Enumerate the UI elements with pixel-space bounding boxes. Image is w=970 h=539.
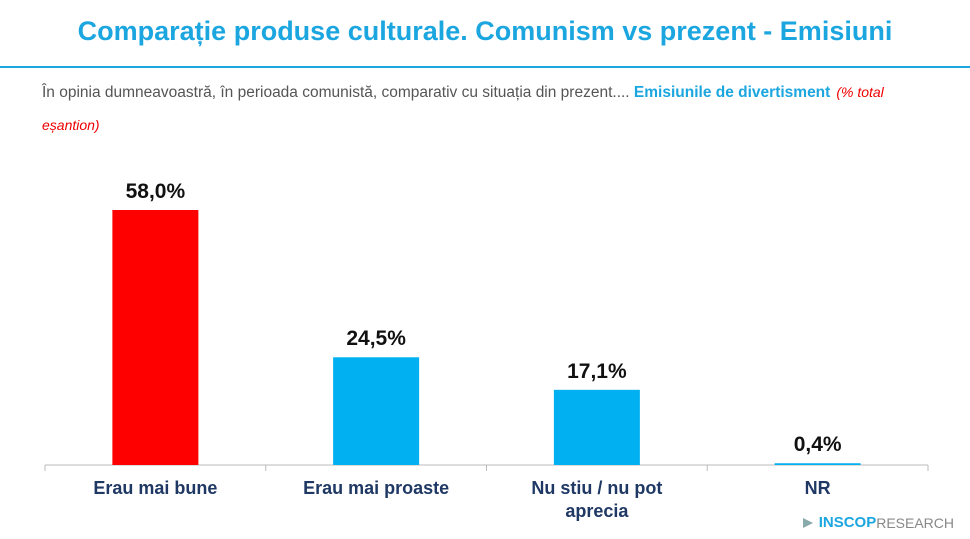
question: În opinia dumneavoastră, în perioada com…	[42, 76, 892, 142]
logo-icon	[802, 517, 813, 528]
category-label: NR	[804, 478, 831, 498]
value-label: 17,1%	[567, 359, 627, 383]
note: (% total eșantion)	[42, 84, 884, 133]
value-label: 24,5%	[346, 327, 406, 351]
title: Comparație produse culturale. Comunism v…	[77, 16, 893, 46]
brand-suffix: RESEARCH	[876, 514, 954, 531]
bar	[553, 389, 640, 465]
logo: INSCOP RESEARCH	[802, 514, 954, 531]
bar	[333, 357, 420, 465]
bar	[774, 463, 861, 465]
category-label: Nu stiu / nu pot aprecia	[531, 478, 663, 521]
category-label: Erau mai proaste	[303, 478, 450, 498]
question-highlight: Emisiunile de divertisment	[633, 84, 831, 101]
bar	[112, 210, 199, 465]
title-rule	[0, 66, 970, 68]
question-text: În opinia dumneavoastră, în perioada com…	[42, 84, 630, 101]
value-label: 58,0%	[125, 180, 186, 203]
category-label: Erau mai bune	[93, 478, 218, 498]
brand: INSCOP	[818, 514, 877, 531]
value-label: 0,4%	[793, 433, 842, 457]
